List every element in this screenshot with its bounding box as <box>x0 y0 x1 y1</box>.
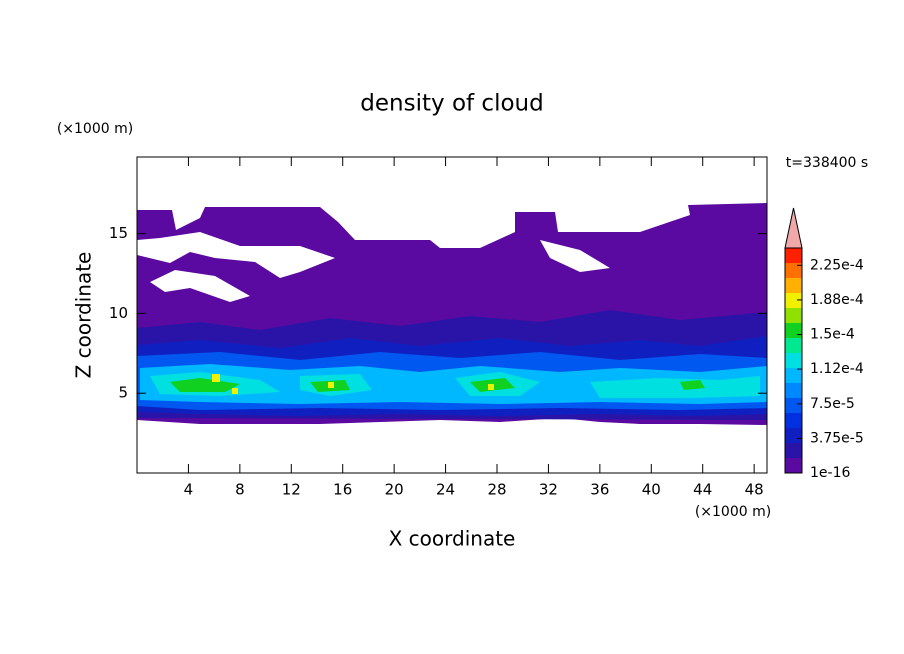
x-tick-label: 4 <box>184 481 194 499</box>
chart-title: density of cloud <box>360 91 543 117</box>
colorbar-band <box>785 368 802 383</box>
x-tick-label: 16 <box>333 481 352 499</box>
y-tick-label: 15 <box>109 224 128 242</box>
colorbar-label: 3.75e-5 <box>810 430 864 446</box>
x-unit: (×1000 m) <box>695 504 771 520</box>
band-6 <box>150 372 760 398</box>
x-tick-label: 40 <box>642 481 661 499</box>
colorbar-band <box>785 398 802 413</box>
contour-field <box>137 203 767 425</box>
x-tick-label: 44 <box>693 481 712 499</box>
x-tick-label: 48 <box>745 481 764 499</box>
colorbar-label: 1.5e-4 <box>810 327 855 343</box>
x-tick-label: 28 <box>487 481 506 499</box>
colorbar-band <box>785 293 802 308</box>
band-8 <box>170 378 705 392</box>
colorbar-band <box>785 323 802 338</box>
clear-area <box>540 240 610 272</box>
colorbar-band <box>785 458 802 473</box>
colorbar-label: 1e-16 <box>810 465 850 481</box>
colorbar-band <box>785 413 802 428</box>
clear-area <box>137 232 335 278</box>
colorbar-label: 1.88e-4 <box>810 292 864 308</box>
x-axis-label: X coordinate <box>389 527 516 551</box>
colorbar-band <box>785 353 802 368</box>
colorbar-band <box>785 383 802 398</box>
x-tick-label: 36 <box>590 481 609 499</box>
y-axis-label: Z coordinate <box>72 252 96 379</box>
colorbar-frame <box>784 247 803 474</box>
plot-frame <box>136 156 768 474</box>
colorbar-extend <box>784 207 803 249</box>
colorbar-label: 7.5e-5 <box>810 396 855 412</box>
colorbar-band <box>785 308 802 323</box>
x-tick-label: 32 <box>539 481 558 499</box>
time-label: t=338400 s <box>786 155 868 171</box>
x-tick-label: 8 <box>235 481 245 499</box>
x-tick-label: 24 <box>436 481 455 499</box>
y-unit: (×1000 m) <box>57 121 133 137</box>
colorbar-band <box>785 338 802 353</box>
y-tick-label: 10 <box>109 304 128 322</box>
x-tick-label: 12 <box>282 481 301 499</box>
colorbar-band <box>785 263 802 278</box>
colorbar-label: 1.12e-4 <box>810 361 864 377</box>
colorbar-band <box>785 443 802 458</box>
clear-area <box>150 270 250 302</box>
colorbar-label: 2.25e-4 <box>810 257 864 273</box>
y-tick-label: 5 <box>118 384 128 402</box>
colorbar-band <box>785 278 802 293</box>
colorbar-band <box>785 248 802 263</box>
colorbar-band <box>785 428 802 443</box>
x-tick-label: 20 <box>385 481 404 499</box>
